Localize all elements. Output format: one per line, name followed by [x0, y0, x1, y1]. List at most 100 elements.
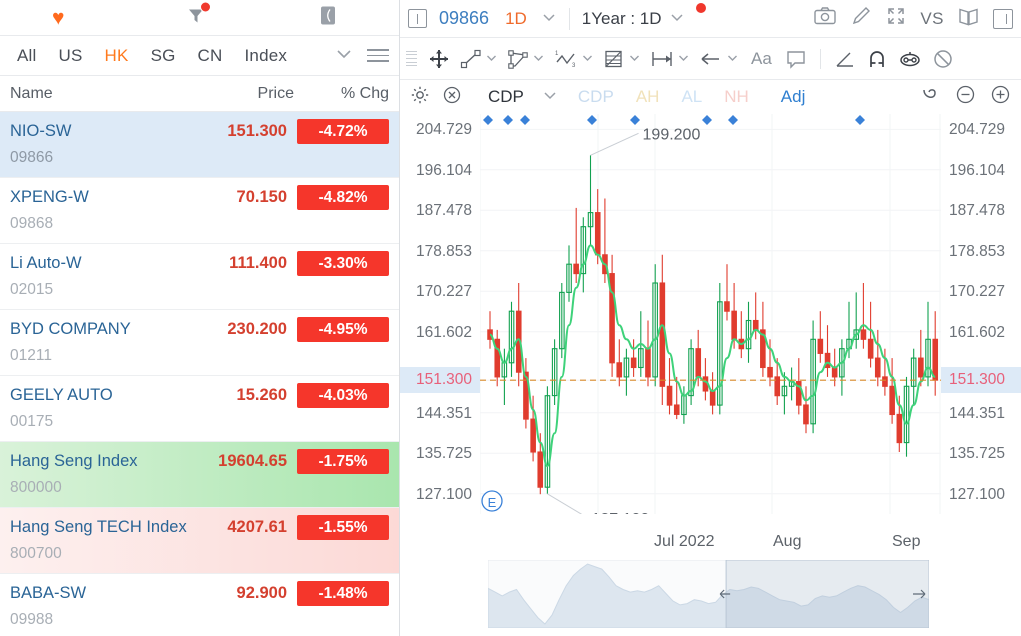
arrow-tool[interactable]	[696, 48, 741, 70]
text-annotation-tool[interactable]: Aa	[751, 48, 772, 68]
shape-chevron-down-icon[interactable]	[532, 52, 545, 66]
toolbar-divider	[568, 7, 570, 30]
tab-sg[interactable]: SG	[150, 45, 176, 65]
stock-name: Li Auto-W	[10, 254, 82, 272]
wave-chevron-down-icon[interactable]	[581, 52, 594, 66]
chart-topbar-actions: VS	[813, 5, 1013, 32]
zoom-out-icon[interactable]	[955, 84, 976, 110]
zoom-in-icon[interactable]	[990, 84, 1011, 110]
lock-drawings-tool[interactable]	[895, 48, 925, 70]
tab-all[interactable]: All	[17, 45, 37, 65]
table-row[interactable]: GEELY AUTO 15.260 -4.03% 00175	[0, 376, 399, 442]
fibonacci-chevron-down-icon[interactable]	[628, 52, 641, 66]
watchlist-iconbar: ♥	[0, 0, 399, 36]
svg-text:1: 1	[555, 51, 559, 57]
chart-range[interactable]: 1Year : 1D	[581, 8, 662, 28]
table-row[interactable]: BABA-SW 92.900 -1.48% 09988	[0, 574, 399, 636]
stock-code: 09988	[10, 611, 54, 628]
chart-plot-area[interactable]: 204.729 196.104 187.478 178.853 170.227 161.6…	[400, 114, 1021, 530]
wave-count-tool[interactable]: 1 3	[551, 48, 596, 70]
range-chevron-down-icon[interactable]	[669, 12, 685, 26]
candlestick-plot[interactable]: 199.200 127.100 E	[480, 114, 941, 530]
indicator-legend-ah: AH	[635, 87, 660, 106]
fullscreen-expand-icon[interactable]	[885, 5, 907, 32]
tab-hk[interactable]: HK	[104, 45, 129, 65]
y-axis-tick-label: 204.729	[949, 121, 1006, 139]
tab-index[interactable]: Index	[244, 45, 288, 65]
table-row[interactable]: Hang Seng Index 19604.65 -1.75% 800000	[0, 442, 399, 508]
market-tabs: All US HK SG CN Index	[0, 36, 399, 76]
y-axis-tick-label: 196.104	[949, 161, 1006, 179]
table-row[interactable]: Hang Seng TECH Index 4207.61 -1.55% 800700	[0, 508, 399, 574]
table-row[interactable]: BYD COMPANY 230.200 -4.95% 01211	[0, 310, 399, 376]
panel-toggle-icon[interactable]	[993, 8, 1013, 29]
notes-icon[interactable]	[318, 4, 338, 31]
stock-name: XPENG-W	[10, 188, 89, 206]
fibonacci-tool[interactable]	[600, 48, 643, 70]
sidebar-toggle-icon[interactable]	[408, 9, 427, 28]
indicator-legend-al: AL	[681, 87, 703, 106]
table-row[interactable]: XPENG-W 70.150 -4.82% 09868	[0, 178, 399, 244]
indicator-settings-gear-icon[interactable]	[410, 85, 430, 110]
drawing-toolbar: 1 3	[400, 38, 1021, 80]
shape-polygon-tool[interactable]	[504, 48, 547, 70]
y-axis-tick-label: 127.100	[415, 485, 472, 503]
stock-change-badge: -4.03%	[297, 383, 389, 408]
stock-change-badge: -1.48%	[297, 581, 389, 606]
stock-code: 09866	[10, 149, 54, 166]
trendline-tool[interactable]	[457, 48, 500, 70]
y-axis-tick-label: 161.602	[415, 323, 472, 341]
current-price-band: 151.300	[941, 367, 1021, 394]
angle-measure-tool[interactable]	[831, 48, 859, 70]
book-icon[interactable]	[957, 6, 980, 32]
crosshair-move-tool[interactable]	[425, 47, 453, 71]
table-row[interactable]: Li Auto-W 111.400 -3.30% 02015	[0, 244, 399, 310]
list-menu-icon[interactable]	[367, 49, 389, 62]
watchlist-column-header: Name Price % Chg	[0, 76, 399, 112]
undo-icon[interactable]	[919, 85, 941, 110]
x-axis: Jul 2022 Aug Sep	[400, 530, 1021, 556]
indicator-legend-nh: NH	[724, 87, 749, 106]
filter-funnel-icon[interactable]	[185, 1, 211, 31]
indicator-cdp-active[interactable]: CDP	[488, 87, 524, 106]
watchlist-rows: NIO-SW 151.300 -4.72% 09866 XPENG-W 70.150 -4.…	[0, 112, 399, 636]
tab-us[interactable]: US	[58, 45, 83, 65]
range-minimap[interactable]	[400, 556, 1021, 636]
measure-range-tool[interactable]	[647, 48, 692, 70]
chart-symbol[interactable]: 09866	[439, 8, 490, 28]
trendline-chevron-down-icon[interactable]	[485, 52, 498, 66]
screenshot-camera-icon[interactable]	[813, 6, 837, 31]
favorites-heart-icon[interactable]: ♥	[52, 6, 65, 29]
stock-change-badge: -3.30%	[297, 251, 389, 276]
adjust-price-button[interactable]: Adj	[780, 87, 806, 106]
column-name: Name	[10, 84, 53, 102]
hide-drawings-tool[interactable]	[929, 48, 957, 70]
draw-pencil-icon[interactable]	[850, 5, 872, 32]
chart-period[interactable]: 1D	[505, 8, 527, 28]
comment-bubble-tool[interactable]	[782, 48, 810, 70]
stock-name: GEELY AUTO	[10, 386, 113, 404]
indicator-remove-icon[interactable]	[442, 85, 462, 110]
indicator-chevron-down-icon[interactable]	[542, 90, 558, 104]
new-feature-dot	[696, 3, 706, 13]
chart-panel: 09866 1D 1Year : 1D	[400, 0, 1021, 636]
column-change: % Chg	[340, 84, 389, 102]
y-axis-right: 204.729 196.104 187.478 178.853 170.227 161.6…	[941, 114, 1021, 530]
tab-cn[interactable]: CN	[197, 45, 223, 65]
y-axis-tick-label: 204.729	[415, 121, 472, 139]
table-row[interactable]: NIO-SW 151.300 -4.72% 09866	[0, 112, 399, 178]
period-chevron-down-icon[interactable]	[541, 12, 557, 26]
chevron-down-icon[interactable]	[335, 48, 353, 63]
stock-name: BABA-SW	[10, 584, 87, 602]
y-axis-left: 204.729 196.104 187.478 178.853 170.227 161.6…	[400, 114, 480, 530]
compare-vs-button[interactable]: VS	[920, 8, 944, 28]
svg-text:3: 3	[572, 63, 576, 69]
chart-zoom-controls	[919, 84, 1011, 110]
stock-price: 19604.65	[218, 452, 287, 470]
stock-price: 70.150	[236, 188, 287, 206]
magnet-snap-tool[interactable]	[863, 48, 891, 70]
measure-chevron-down-icon[interactable]	[677, 52, 690, 66]
arrow-chevron-down-icon[interactable]	[726, 52, 739, 66]
stock-name: Hang Seng Index	[10, 452, 138, 470]
toolbar-grip-icon[interactable]	[406, 50, 417, 67]
